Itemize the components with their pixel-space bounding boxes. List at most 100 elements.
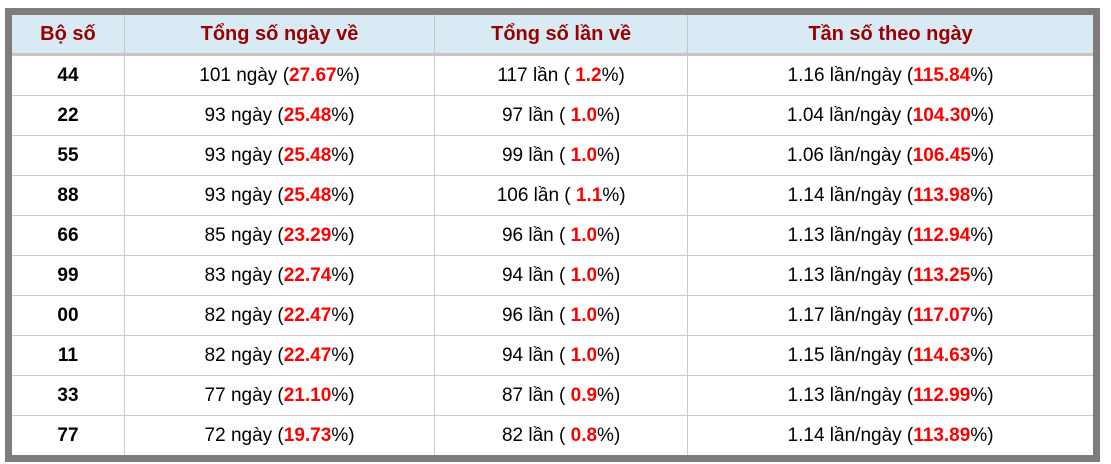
table-row: 44 101 ngày (27.67%) 117 lần ( 1.2%) 1.1… bbox=[12, 54, 1093, 96]
times-cell: 99 lần ( 1.0%) bbox=[434, 135, 688, 176]
days-text-pre: 82 ngày ( bbox=[204, 344, 284, 366]
days-cell: 85 ngày (23.29%) bbox=[123, 215, 435, 256]
times-text-pre: 96 lần ( bbox=[501, 224, 571, 246]
days-text-pre: 93 ngày ( bbox=[204, 184, 284, 206]
days-text-post: %) bbox=[331, 304, 355, 326]
days-percent-value: 25.48 bbox=[283, 104, 332, 126]
frequency-cell: 1.13 lần/ngày (112.99%) bbox=[687, 375, 1093, 416]
table-row: 55 93 ngày (25.48%) 99 lần ( 1.0%) 1.06 … bbox=[12, 135, 1093, 176]
frequency-cell: 1.16 lần/ngày (115.84%) bbox=[687, 54, 1093, 96]
times-cell: 87 lần ( 0.9%) bbox=[434, 375, 688, 416]
days-percent-value: 21.10 bbox=[283, 384, 332, 406]
times-text-post: %) bbox=[597, 104, 621, 126]
times-text-post: %) bbox=[602, 184, 626, 206]
times-text-post: %) bbox=[601, 64, 625, 86]
column-header-times: Tổng số lần về bbox=[434, 15, 688, 56]
frequency-percent-value: 115.84 bbox=[913, 64, 971, 86]
frequency-percent-value: 112.99 bbox=[913, 384, 971, 406]
frequency-cell: 1.13 lần/ngày (113.25%) bbox=[687, 255, 1093, 296]
times-text-pre: 117 lần ( bbox=[497, 64, 576, 86]
days-percent-value: 27.67 bbox=[289, 64, 337, 86]
pair-cell: 66 bbox=[12, 215, 125, 256]
times-percent-value: 1.0 bbox=[570, 144, 598, 166]
days-text-pre: 101 ngày ( bbox=[199, 64, 290, 86]
times-cell: 106 lần ( 1.1%) bbox=[434, 175, 688, 216]
days-cell: 82 ngày (22.47%) bbox=[123, 335, 435, 376]
frequency-text-post: %) bbox=[970, 304, 994, 326]
times-percent-value: 1.0 bbox=[570, 224, 598, 246]
days-cell: 77 ngày (21.10%) bbox=[123, 375, 435, 416]
table-row: 00 82 ngày (22.47%) 96 lần ( 1.0%) 1.17 … bbox=[12, 295, 1093, 336]
pair-cell: 00 bbox=[12, 295, 125, 336]
pair-cell: 33 bbox=[12, 375, 125, 416]
days-text-post: %) bbox=[331, 384, 355, 406]
frequency-text-pre: 1.17 lần/ngày ( bbox=[787, 304, 914, 326]
loto-pair-stats-table: Bộ số Tổng số ngày về Tổng số lần về Tần… bbox=[12, 15, 1093, 455]
times-cell: 97 lần ( 1.0%) bbox=[434, 95, 688, 136]
column-header-pair: Bộ số bbox=[12, 15, 125, 56]
frequency-cell: 1.14 lần/ngày (113.98%) bbox=[687, 175, 1093, 216]
frequency-percent-value: 112.94 bbox=[913, 224, 971, 246]
times-text-pre: 106 lần ( bbox=[496, 184, 576, 206]
days-text-pre: 85 ngày ( bbox=[204, 224, 284, 246]
table-row: 88 93 ngày (25.48%) 106 lần ( 1.1%) 1.14… bbox=[12, 175, 1093, 216]
days-text-post: %) bbox=[331, 344, 355, 366]
times-cell: 94 lần ( 1.0%) bbox=[434, 335, 688, 376]
days-cell: 72 ngày (19.73%) bbox=[123, 415, 435, 455]
times-text-post: %) bbox=[597, 224, 621, 246]
frequency-text-post: %) bbox=[970, 424, 994, 446]
days-text-pre: 82 ngày ( bbox=[204, 304, 284, 326]
times-text-post: %) bbox=[597, 304, 621, 326]
frequency-text-pre: 1.13 lần/ngày ( bbox=[787, 264, 914, 286]
times-percent-value: 0.8 bbox=[570, 424, 598, 446]
days-text-post: %) bbox=[331, 144, 355, 166]
pair-cell: 55 bbox=[12, 135, 125, 176]
pair-cell: 44 bbox=[57, 64, 79, 86]
times-text-pre: 94 lần ( bbox=[501, 264, 571, 286]
frequency-cell: 1.04 lần/ngày (104.30%) bbox=[687, 95, 1093, 136]
pair-cell: 77 bbox=[12, 415, 125, 455]
frequency-text-post: %) bbox=[970, 104, 995, 126]
pair-cell: 22 bbox=[12, 95, 125, 136]
times-text-pre: 87 lần ( bbox=[501, 384, 571, 406]
frequency-percent-value: 113.89 bbox=[913, 424, 971, 446]
frequency-percent-value: 104.30 bbox=[912, 104, 971, 126]
days-percent-value: 22.74 bbox=[283, 264, 332, 286]
times-cell: 82 lần ( 0.8%) bbox=[434, 415, 688, 455]
times-text-pre: 97 lần ( bbox=[501, 104, 571, 126]
times-cell: 117 lần ( 1.2%) bbox=[434, 54, 688, 96]
frequency-text-pre: 1.04 lần/ngày ( bbox=[787, 104, 913, 126]
frequency-text-post: %) bbox=[970, 64, 994, 86]
times-text-post: %) bbox=[597, 384, 621, 406]
days-text-post: %) bbox=[331, 104, 355, 126]
frequency-percent-value: 113.98 bbox=[913, 184, 971, 206]
times-text-pre: 96 lần ( bbox=[501, 304, 571, 326]
days-cell: 83 ngày (22.74%) bbox=[123, 255, 435, 296]
frequency-text-pre: 1.14 lần/ngày ( bbox=[787, 424, 914, 446]
frequency-cell: 1.15 lần/ngày (114.63%) bbox=[687, 335, 1093, 376]
times-cell: 96 lần ( 1.0%) bbox=[434, 215, 688, 256]
days-text-pre: 93 ngày ( bbox=[204, 144, 284, 166]
times-text-post: %) bbox=[597, 424, 621, 446]
days-cell: 93 ngày (25.48%) bbox=[123, 95, 435, 136]
column-header-days: Tổng số ngày về bbox=[123, 15, 435, 56]
times-text-pre: 82 lần ( bbox=[501, 424, 571, 446]
times-text-post: %) bbox=[597, 144, 621, 166]
days-text-post: %) bbox=[331, 184, 355, 206]
days-percent-value: 22.47 bbox=[283, 304, 332, 326]
times-percent-value: 1.0 bbox=[570, 104, 598, 126]
frequency-percent-value: 113.25 bbox=[913, 264, 971, 286]
frequency-text-post: %) bbox=[970, 344, 994, 366]
frequency-text-pre: 1.13 lần/ngày ( bbox=[787, 224, 914, 246]
days-percent-value: 25.48 bbox=[283, 144, 332, 166]
frequency-cell: 1.13 lần/ngày (112.94%) bbox=[687, 215, 1093, 256]
table-row: 33 77 ngày (21.10%) 87 lần ( 0.9%) 1.13 … bbox=[12, 375, 1093, 416]
days-percent-value: 23.29 bbox=[283, 224, 332, 246]
times-text-post: %) bbox=[597, 264, 621, 286]
frequency-text-pre: 1.16 lần/ngày ( bbox=[787, 64, 914, 86]
days-percent-value: 22.47 bbox=[283, 344, 332, 366]
frequency-text-post: %) bbox=[970, 264, 994, 286]
days-percent-value: 25.48 bbox=[283, 184, 332, 206]
frequency-text-pre: 1.13 lần/ngày ( bbox=[787, 384, 914, 406]
table-row: 77 72 ngày (19.73%) 82 lần ( 0.8%) 1.14 … bbox=[12, 415, 1093, 455]
